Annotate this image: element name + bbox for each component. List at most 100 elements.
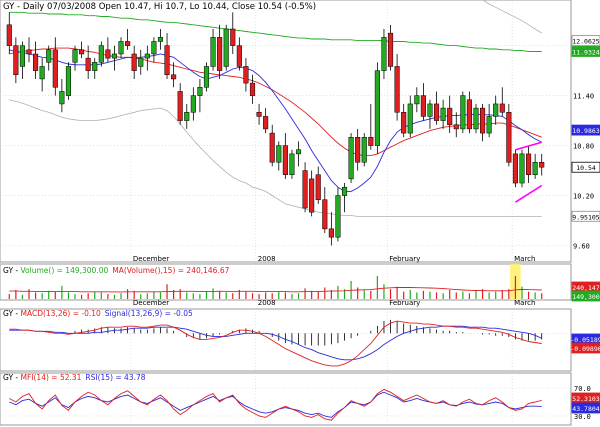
mfi-grid <box>0 373 571 425</box>
price-tick-label-2: 10.80 <box>573 143 594 151</box>
candle-body <box>217 37 223 71</box>
ma-mid-line <box>9 47 542 157</box>
month-label-1: 2008 <box>258 255 276 263</box>
candle-body <box>302 170 308 209</box>
price-badge-2: 10.9863 <box>572 127 599 135</box>
volume-header-value: Volume() = 149,300.00 <box>21 266 109 275</box>
month-label-3: March <box>514 255 535 263</box>
candle-body <box>190 95 196 113</box>
volume-badge-0: 240,147 <box>572 284 599 292</box>
candle-body <box>453 124 459 130</box>
candle-body <box>289 153 295 175</box>
volume-month-label-2: February <box>389 299 420 307</box>
candle-body <box>295 149 302 155</box>
macd-badge-1-box <box>571 342 600 354</box>
candle-body <box>532 161 538 175</box>
candle-body <box>118 41 124 55</box>
macd-lines <box>9 320 542 367</box>
candle-body <box>355 136 361 163</box>
candle-body <box>394 66 400 113</box>
candle-body <box>59 91 65 105</box>
volume-month-label-3: March <box>514 299 535 307</box>
price-badge-4-box <box>571 210 600 222</box>
volume-header: GY - Volume() = 149,300.00 MA(Volume(),15… <box>3 266 230 275</box>
price-badge-0-box <box>571 35 600 47</box>
price-badge-2-box <box>571 124 600 136</box>
price-badge-0: 12.0625 <box>572 38 599 46</box>
mfi-axis: 70.0 30.0 52.3103 43.7804 <box>571 385 600 421</box>
candle-body <box>46 49 52 63</box>
candle-body <box>236 45 242 67</box>
candle-body <box>328 228 334 238</box>
mfi-line <box>9 388 542 421</box>
mfi-tick-label-0: 70.0 <box>574 385 591 393</box>
candle-body <box>414 95 420 105</box>
candle-body <box>493 103 499 117</box>
candle-body <box>460 95 466 130</box>
macd-badge-1: -0.09890 <box>570 345 600 353</box>
mfi-panel-frame <box>0 372 572 426</box>
candle-body <box>131 53 137 71</box>
volume-month-label-0: December <box>133 299 169 307</box>
candle-body <box>184 112 190 121</box>
mfi-tick-label-1: 30.0 <box>574 413 591 421</box>
macd-signal-line <box>9 325 542 361</box>
candlesticks <box>6 12 545 246</box>
candle-body <box>440 107 446 121</box>
candle-body <box>72 49 78 63</box>
candle-body <box>223 28 229 67</box>
volume-header-prefix: GY - <box>3 266 21 275</box>
candle-body <box>539 161 545 168</box>
candle-body <box>263 116 269 130</box>
candle-body <box>368 136 374 146</box>
candle-body <box>401 112 407 134</box>
price-month-labels: December 2008 February March <box>133 255 536 263</box>
trendlines <box>514 141 543 203</box>
price-tick-label-1: 11.40 <box>573 93 594 101</box>
candle-body <box>480 107 486 134</box>
candle-body <box>177 91 183 121</box>
candle-body <box>39 66 45 80</box>
macd-histogram <box>74 319 543 346</box>
volume-badge-1-box <box>571 290 600 302</box>
price-badge-3: 10.54 <box>576 164 596 172</box>
candle-body <box>19 45 25 67</box>
month-label-0: December <box>133 255 169 263</box>
candle-body <box>282 145 288 175</box>
candle-body <box>335 195 341 238</box>
candle-body <box>33 53 39 71</box>
candle-body <box>79 49 85 55</box>
candle-body <box>499 103 505 113</box>
mfi-panel: 70.0 30.0 52.3103 43.7804 GY - MFI(14) = 52… <box>0 372 600 426</box>
candle-body <box>526 153 532 175</box>
price-tick-label-4: 9.60 <box>573 243 590 251</box>
candle-body <box>269 132 275 163</box>
candle-body <box>420 95 426 117</box>
candle-body <box>105 49 111 59</box>
price-badge-3-box <box>571 161 600 173</box>
candle-body <box>13 45 19 76</box>
candle-body <box>433 103 440 121</box>
candle-body <box>387 32 394 67</box>
volume-month-label-1: 2008 <box>258 299 276 307</box>
price-badge-1: 11.9324 <box>572 48 599 56</box>
volume-ma-line <box>9 287 542 293</box>
candle-body <box>473 107 479 130</box>
macd-panel: -0.05189-0.09890 GY - MACD(13,26) = -0.1… <box>0 308 600 372</box>
candle-body <box>512 153 518 184</box>
candle-body <box>125 41 131 46</box>
price-axis: 12.0011.4010.8010.209.6012.062511.932410… <box>571 35 600 251</box>
price-header: GY - Daily 07/03/2008 Open 10.47, Hi 10.… <box>3 2 316 12</box>
candle-body <box>427 103 433 117</box>
candle-body <box>151 41 157 55</box>
candle-body <box>111 53 118 59</box>
mfi-header-rsi: RSI(15) = 43.78 <box>85 373 145 382</box>
candle-body <box>92 62 98 71</box>
candle-body <box>361 136 367 163</box>
macd-header-signal: Signal(13,26,9) = -0.05 <box>105 309 193 318</box>
candle-body <box>164 45 170 76</box>
price-panel-frame <box>0 0 572 263</box>
